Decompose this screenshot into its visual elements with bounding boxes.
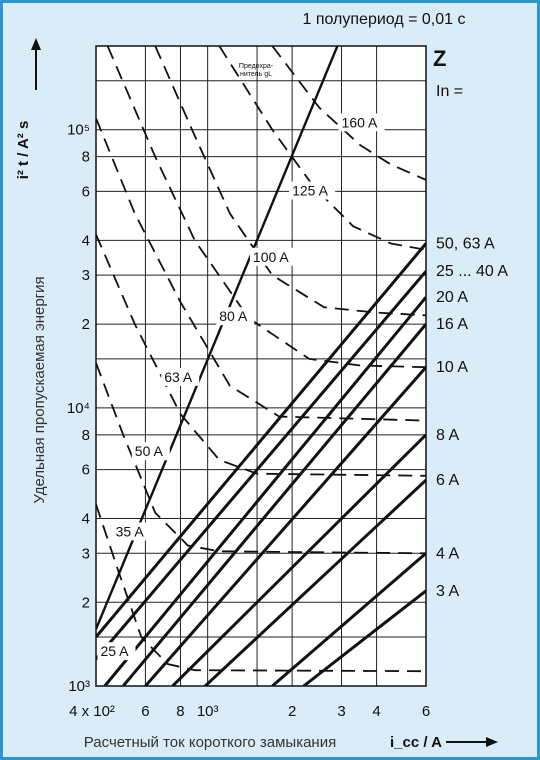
x-tick-label: 10³ (197, 703, 219, 720)
y-tick-label: 2 (82, 594, 90, 611)
y-tick-label: 8 (82, 149, 90, 166)
x-tick-label: 6 (141, 703, 149, 720)
y-tick-label: 4 (82, 232, 90, 249)
fuse-curve (106, 46, 426, 369)
fuse-curve (218, 46, 426, 251)
breaker-curve (204, 479, 426, 686)
y-axis-arrow (31, 38, 41, 90)
fuse-curve (271, 46, 426, 181)
y-tick-label: 3 (82, 545, 90, 562)
fuse-curve-label: 160 A (342, 114, 378, 130)
fuse-label-bg (216, 307, 255, 326)
fuse-label-bg (289, 181, 336, 200)
x-axis-label: Расчетный ток короткого замыкания (84, 734, 336, 751)
breaker-curve-label: 25 ... 40 A (436, 263, 508, 280)
fuse-curve-label: 125 A (292, 183, 328, 199)
y-tick-label: 4 (82, 511, 90, 528)
breaker-curve-label: 16 A (436, 316, 468, 333)
y-axis-units: i² t / A² s (15, 121, 32, 180)
breaker-curve (96, 242, 426, 638)
breaker-curve-label: 3 A (436, 583, 459, 600)
y-axis-label: Удельная пропускаемая энергия (31, 276, 48, 503)
breaker-curve-label: 20 A (436, 289, 468, 306)
fuse-label-bg (131, 442, 170, 461)
fuse-curve (96, 234, 426, 477)
x-axis-arrow (446, 737, 498, 747)
x-tick-label: 4 x 10² (69, 703, 115, 720)
fuse-label-bg (338, 113, 385, 132)
y-tick-label: 6 (82, 183, 90, 200)
fuse-label-bg (112, 522, 151, 541)
x-tick-label: 4 (372, 703, 380, 720)
reference-line-label: 1 полупериод = 0,01 с (303, 11, 466, 28)
plot-border (95, 45, 427, 687)
breaker-curve (103, 296, 426, 686)
breaker-curve-label: 50, 63 A (436, 235, 495, 252)
y-tick-label: 10⁵ (67, 122, 90, 139)
breaker-curve (122, 323, 426, 686)
fuse-curve-label: 50 A (135, 443, 164, 459)
x-axis-units: i_cc / A (390, 734, 442, 751)
y-tick-label: 2 (82, 316, 90, 333)
fuse-label-bg (97, 642, 136, 661)
fuse-curve (96, 362, 426, 555)
breaker-curve (171, 433, 426, 686)
fuse-annotation: Предохра-нитель gL (239, 63, 274, 78)
fuse-label-bg (249, 247, 296, 266)
breaker-curve (302, 589, 426, 686)
fuse-curve-label: 25 A (100, 643, 129, 659)
breaker-curve-label: 4 A (436, 545, 459, 562)
fuse-curve (96, 117, 426, 422)
legend-sub: In = (436, 83, 463, 100)
y-tick-labels: 10³ 2 3 4 6 8 10⁴ 2 3 4 6 8 10⁵ (67, 122, 90, 695)
y-tick-label: 3 (82, 267, 90, 284)
fuse-curve-label: 100 A (253, 249, 289, 265)
legend-header: Z (433, 46, 446, 71)
breaker-curve (96, 270, 426, 660)
breaker-curve (271, 552, 426, 686)
fuse-curve-label: 80 A (219, 308, 248, 324)
x-tick-label: 8 (176, 703, 184, 720)
breaker-curve-label: 6 A (436, 472, 459, 489)
curve-labels: 50, 63 A 25 ... 40 A 20 A 16 A 10 A 8 A 6 A 4 A… (97, 113, 508, 661)
y-tick-label: 8 (82, 427, 90, 444)
y-tick-label: 10⁴ (67, 400, 90, 417)
breaker-curves (96, 242, 426, 686)
breaker-curve (144, 366, 426, 686)
breaker-curve-label: 10 A (436, 359, 468, 376)
x-tick-label: 2 (288, 703, 296, 720)
x-tick-label: 3 (337, 703, 345, 720)
fuse-label-bg (161, 367, 200, 386)
fuse-curve-label: 63 A (164, 369, 193, 385)
y-tick-label: 6 (82, 462, 90, 479)
y-tick-label: 10³ (68, 678, 90, 695)
breaker-curve-label: 8 A (436, 427, 459, 444)
x-tick-label: 6 (422, 703, 430, 720)
fuse-curve (154, 46, 426, 317)
fuse-curve-label: 35 A (116, 523, 145, 539)
x-tick-labels: 4 x 10² 6 8 10³ 2 3 4 6 (69, 703, 430, 720)
